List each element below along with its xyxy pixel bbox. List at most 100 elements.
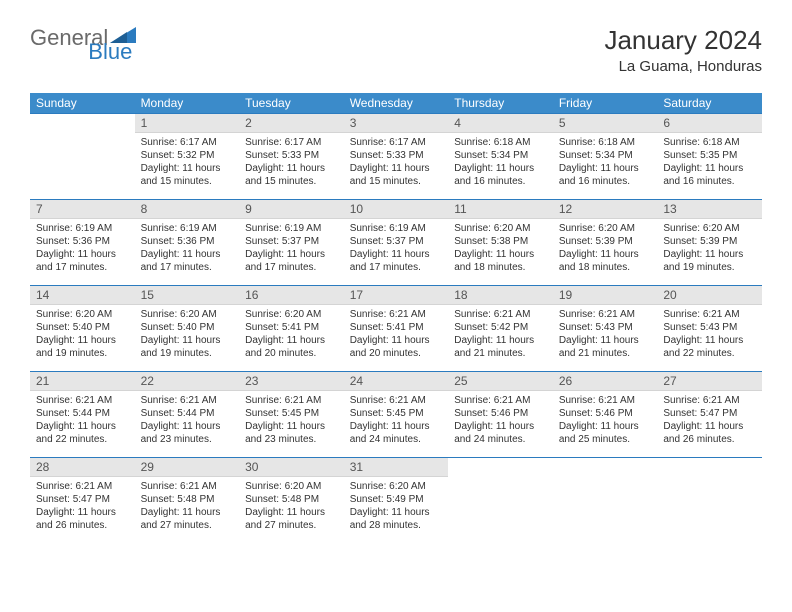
day-number: 2 (239, 114, 344, 133)
day-number: 10 (344, 200, 449, 219)
daylight-line: Daylight: 11 hours and 16 minutes. (454, 162, 547, 188)
day-cell (448, 458, 553, 544)
day-cell: 25Sunrise: 6:21 AMSunset: 5:46 PMDayligh… (448, 372, 553, 458)
daylight-line: Daylight: 11 hours and 19 minutes. (663, 248, 756, 274)
sunrise-line: Sunrise: 6:21 AM (141, 394, 234, 407)
sunrise-line: Sunrise: 6:20 AM (663, 222, 756, 235)
daylight-line: Daylight: 11 hours and 15 minutes. (350, 162, 443, 188)
day-cell (553, 458, 658, 544)
day-details: Sunrise: 6:20 AMSunset: 5:48 PMDaylight:… (239, 477, 344, 536)
daylight-line: Daylight: 11 hours and 18 minutes. (559, 248, 652, 274)
daylight-line: Daylight: 11 hours and 15 minutes. (141, 162, 234, 188)
daylight-line: Daylight: 11 hours and 20 minutes. (245, 334, 338, 360)
sunset-line: Sunset: 5:43 PM (663, 321, 756, 334)
sunset-line: Sunset: 5:44 PM (141, 407, 234, 420)
day-details: Sunrise: 6:20 AMSunset: 5:41 PMDaylight:… (239, 305, 344, 364)
daylight-line: Daylight: 11 hours and 21 minutes. (559, 334, 652, 360)
daylight-line: Daylight: 11 hours and 25 minutes. (559, 420, 652, 446)
day-details: Sunrise: 6:21 AMSunset: 5:46 PMDaylight:… (448, 391, 553, 450)
day-cell: 12Sunrise: 6:20 AMSunset: 5:39 PMDayligh… (553, 200, 658, 286)
sunrise-line: Sunrise: 6:19 AM (245, 222, 338, 235)
day-cell: 16Sunrise: 6:20 AMSunset: 5:41 PMDayligh… (239, 286, 344, 372)
day-number: 28 (30, 458, 135, 477)
daylight-line: Daylight: 11 hours and 19 minutes. (141, 334, 234, 360)
daylight-line: Daylight: 11 hours and 16 minutes. (559, 162, 652, 188)
sunset-line: Sunset: 5:37 PM (245, 235, 338, 248)
day-header: Friday (553, 93, 658, 114)
sunrise-line: Sunrise: 6:21 AM (350, 308, 443, 321)
day-number: 26 (553, 372, 658, 391)
logo-text-blue: Blue (88, 39, 132, 65)
sunrise-line: Sunrise: 6:20 AM (245, 308, 338, 321)
sunrise-line: Sunrise: 6:21 AM (559, 308, 652, 321)
sunrise-line: Sunrise: 6:21 AM (245, 394, 338, 407)
day-header: Sunday (30, 93, 135, 114)
sunrise-line: Sunrise: 6:20 AM (454, 222, 547, 235)
sunset-line: Sunset: 5:45 PM (350, 407, 443, 420)
daylight-line: Daylight: 11 hours and 24 minutes. (350, 420, 443, 446)
sunrise-line: Sunrise: 6:21 AM (454, 394, 547, 407)
day-header: Saturday (657, 93, 762, 114)
brand-logo: General Blue (30, 25, 182, 51)
day-number: 21 (30, 372, 135, 391)
sunset-line: Sunset: 5:39 PM (559, 235, 652, 248)
title-block: January 2024 La Guama, Honduras (604, 25, 762, 75)
sunrise-line: Sunrise: 6:18 AM (454, 136, 547, 149)
daylight-line: Daylight: 11 hours and 17 minutes. (36, 248, 129, 274)
day-details: Sunrise: 6:21 AMSunset: 5:46 PMDaylight:… (553, 391, 658, 450)
sunset-line: Sunset: 5:41 PM (245, 321, 338, 334)
day-cell: 3Sunrise: 6:17 AMSunset: 5:33 PMDaylight… (344, 114, 449, 200)
day-cell: 8Sunrise: 6:19 AMSunset: 5:36 PMDaylight… (135, 200, 240, 286)
calendar-table: SundayMondayTuesdayWednesdayThursdayFrid… (30, 93, 762, 544)
page-title: January 2024 (604, 25, 762, 56)
day-cell: 29Sunrise: 6:21 AMSunset: 5:48 PMDayligh… (135, 458, 240, 544)
sunrise-line: Sunrise: 6:18 AM (559, 136, 652, 149)
day-number: 24 (344, 372, 449, 391)
day-cell: 31Sunrise: 6:20 AMSunset: 5:49 PMDayligh… (344, 458, 449, 544)
day-number: 30 (239, 458, 344, 477)
day-details: Sunrise: 6:20 AMSunset: 5:40 PMDaylight:… (30, 305, 135, 364)
sunset-line: Sunset: 5:37 PM (350, 235, 443, 248)
daylight-line: Daylight: 11 hours and 17 minutes. (141, 248, 234, 274)
day-number: 7 (30, 200, 135, 219)
sunset-line: Sunset: 5:43 PM (559, 321, 652, 334)
day-number: 11 (448, 200, 553, 219)
sunrise-line: Sunrise: 6:17 AM (350, 136, 443, 149)
calendar-page: General Blue January 2024 La Guama, Hond… (0, 0, 792, 564)
sunset-line: Sunset: 5:38 PM (454, 235, 547, 248)
daylight-line: Daylight: 11 hours and 22 minutes. (36, 420, 129, 446)
day-number: 5 (553, 114, 658, 133)
sunset-line: Sunset: 5:48 PM (141, 493, 234, 506)
day-cell: 15Sunrise: 6:20 AMSunset: 5:40 PMDayligh… (135, 286, 240, 372)
day-number: 18 (448, 286, 553, 305)
sunrise-line: Sunrise: 6:20 AM (141, 308, 234, 321)
daylight-line: Daylight: 11 hours and 23 minutes. (141, 420, 234, 446)
day-details: Sunrise: 6:20 AMSunset: 5:38 PMDaylight:… (448, 219, 553, 278)
day-details: Sunrise: 6:19 AMSunset: 5:36 PMDaylight:… (30, 219, 135, 278)
daylight-line: Daylight: 11 hours and 20 minutes. (350, 334, 443, 360)
week-row: 1Sunrise: 6:17 AMSunset: 5:32 PMDaylight… (30, 114, 762, 200)
daylight-line: Daylight: 11 hours and 22 minutes. (663, 334, 756, 360)
day-header: Monday (135, 93, 240, 114)
sunset-line: Sunset: 5:46 PM (454, 407, 547, 420)
daylight-line: Daylight: 11 hours and 15 minutes. (245, 162, 338, 188)
day-cell: 22Sunrise: 6:21 AMSunset: 5:44 PMDayligh… (135, 372, 240, 458)
day-header-row: SundayMondayTuesdayWednesdayThursdayFrid… (30, 93, 762, 114)
sunrise-line: Sunrise: 6:19 AM (141, 222, 234, 235)
day-details: Sunrise: 6:18 AMSunset: 5:34 PMDaylight:… (448, 133, 553, 192)
day-number: 23 (239, 372, 344, 391)
sunset-line: Sunset: 5:34 PM (559, 149, 652, 162)
day-details: Sunrise: 6:19 AMSunset: 5:36 PMDaylight:… (135, 219, 240, 278)
sunrise-line: Sunrise: 6:17 AM (141, 136, 234, 149)
day-cell: 6Sunrise: 6:18 AMSunset: 5:35 PMDaylight… (657, 114, 762, 200)
day-cell: 18Sunrise: 6:21 AMSunset: 5:42 PMDayligh… (448, 286, 553, 372)
daylight-line: Daylight: 11 hours and 27 minutes. (141, 506, 234, 532)
day-cell: 20Sunrise: 6:21 AMSunset: 5:43 PMDayligh… (657, 286, 762, 372)
day-details: Sunrise: 6:17 AMSunset: 5:33 PMDaylight:… (239, 133, 344, 192)
sunset-line: Sunset: 5:46 PM (559, 407, 652, 420)
day-number: 25 (448, 372, 553, 391)
sunset-line: Sunset: 5:39 PM (663, 235, 756, 248)
day-number: 16 (239, 286, 344, 305)
day-cell: 4Sunrise: 6:18 AMSunset: 5:34 PMDaylight… (448, 114, 553, 200)
day-cell: 7Sunrise: 6:19 AMSunset: 5:36 PMDaylight… (30, 200, 135, 286)
